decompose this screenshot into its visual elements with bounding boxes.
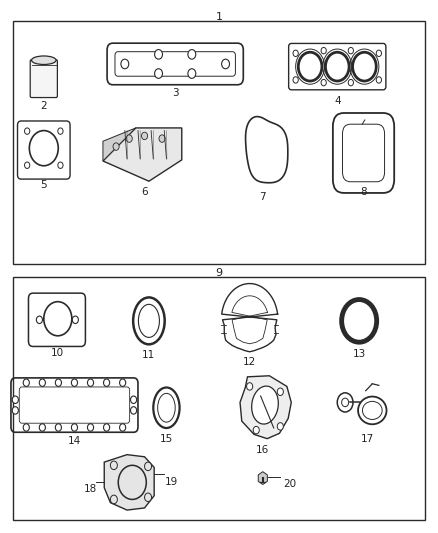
Circle shape xyxy=(141,132,148,140)
Circle shape xyxy=(145,462,152,471)
Circle shape xyxy=(155,69,162,78)
Text: 3: 3 xyxy=(172,88,179,98)
Circle shape xyxy=(120,424,126,431)
Circle shape xyxy=(277,423,283,430)
Circle shape xyxy=(103,379,110,386)
Polygon shape xyxy=(103,128,136,161)
Circle shape xyxy=(71,424,78,431)
Text: 12: 12 xyxy=(243,357,256,367)
Circle shape xyxy=(12,407,18,414)
Circle shape xyxy=(145,493,152,502)
Circle shape xyxy=(188,50,196,59)
Text: 2: 2 xyxy=(40,101,47,111)
Circle shape xyxy=(222,59,230,69)
Circle shape xyxy=(23,379,29,386)
Ellipse shape xyxy=(252,386,278,424)
Circle shape xyxy=(159,135,165,142)
Circle shape xyxy=(103,424,110,431)
Text: 4: 4 xyxy=(334,96,341,106)
Circle shape xyxy=(188,69,196,78)
Ellipse shape xyxy=(32,56,56,64)
Circle shape xyxy=(71,379,78,386)
Text: 11: 11 xyxy=(142,350,155,360)
Bar xyxy=(13,21,425,264)
Circle shape xyxy=(155,50,162,59)
Text: 19: 19 xyxy=(165,477,178,487)
Polygon shape xyxy=(258,472,267,484)
Circle shape xyxy=(110,495,117,504)
Text: 16: 16 xyxy=(256,445,269,455)
Polygon shape xyxy=(103,128,182,181)
Text: 20: 20 xyxy=(283,479,297,489)
Circle shape xyxy=(23,424,29,431)
Circle shape xyxy=(12,396,18,403)
Circle shape xyxy=(39,379,46,386)
Text: 15: 15 xyxy=(160,434,173,445)
Circle shape xyxy=(88,379,94,386)
Circle shape xyxy=(121,59,129,69)
Text: 17: 17 xyxy=(361,434,374,445)
Circle shape xyxy=(277,388,283,395)
Text: 6: 6 xyxy=(141,187,148,197)
Polygon shape xyxy=(104,455,154,510)
Bar xyxy=(13,277,425,520)
Text: 18: 18 xyxy=(84,484,97,495)
Text: 9: 9 xyxy=(215,268,223,278)
Circle shape xyxy=(253,426,259,434)
Text: 10: 10 xyxy=(50,348,64,358)
Text: 5: 5 xyxy=(40,180,47,190)
Circle shape xyxy=(131,407,137,414)
Circle shape xyxy=(55,424,61,431)
Text: 7: 7 xyxy=(259,192,266,202)
Circle shape xyxy=(247,383,253,390)
Text: 13: 13 xyxy=(353,349,366,359)
Text: 8: 8 xyxy=(360,187,367,197)
Circle shape xyxy=(126,135,132,142)
Circle shape xyxy=(110,461,117,470)
Circle shape xyxy=(39,424,46,431)
Circle shape xyxy=(113,143,119,150)
Polygon shape xyxy=(240,376,291,439)
Circle shape xyxy=(55,379,61,386)
FancyBboxPatch shape xyxy=(30,60,57,98)
Text: 1: 1 xyxy=(215,12,223,22)
Circle shape xyxy=(131,396,137,403)
Circle shape xyxy=(88,424,94,431)
Text: 14: 14 xyxy=(68,436,81,446)
Circle shape xyxy=(120,379,126,386)
